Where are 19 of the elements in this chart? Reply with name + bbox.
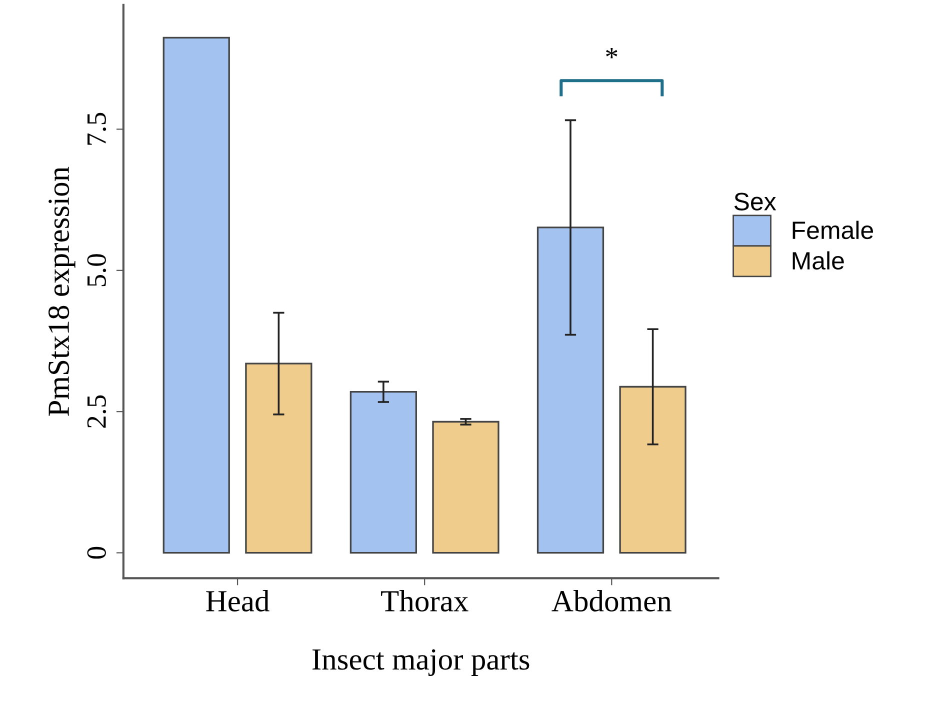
x-axis-title: Insect major parts — [312, 649, 530, 676]
annotation: * — [606, 48, 618, 58]
legend-label: Female — [792, 220, 874, 240]
bar — [350, 390, 418, 554]
y-tick-label: 0 — [87, 546, 106, 559]
bar — [162, 36, 230, 554]
x-tick-label: Head — [206, 590, 270, 612]
x-tick-label: Thorax — [381, 590, 468, 612]
y-axis-title: PmStx18 expression — [48, 166, 76, 416]
legend-label: Male — [792, 251, 844, 270]
bar — [245, 362, 312, 554]
bar — [432, 420, 500, 554]
x-tick-label: Abdomen — [552, 590, 672, 612]
y-tick-label: 2.5 — [87, 395, 106, 428]
y-tick-label: 5.0 — [87, 254, 106, 286]
legend-title: Sex — [734, 192, 776, 210]
bar — [619, 386, 686, 554]
y-tick-label: 7.5 — [88, 112, 106, 145]
bar — [536, 226, 604, 554]
